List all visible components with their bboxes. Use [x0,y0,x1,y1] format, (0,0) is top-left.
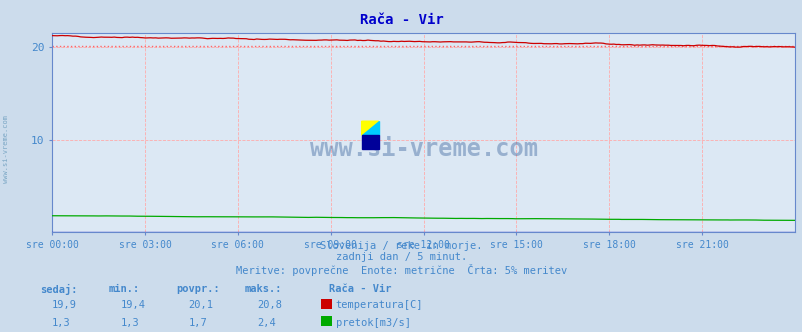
Polygon shape [361,121,379,135]
Text: sedaj:: sedaj: [40,284,78,295]
Text: pretok[m3/s]: pretok[m3/s] [335,318,410,328]
Text: Rača - Vir: Rača - Vir [329,284,391,294]
Text: 20,1: 20,1 [188,300,213,310]
Text: Rača - Vir: Rača - Vir [359,13,443,27]
Text: www.si-vreme.com: www.si-vreme.com [310,137,537,161]
Text: 19,4: 19,4 [120,300,145,310]
Text: 1,3: 1,3 [52,318,71,328]
Text: 19,9: 19,9 [52,300,77,310]
Text: temperatura[C]: temperatura[C] [335,300,423,310]
Text: povpr.:: povpr.: [176,284,220,294]
Text: 2,4: 2,4 [257,318,275,328]
Polygon shape [361,121,379,135]
Text: www.si-vreme.com: www.si-vreme.com [3,116,10,183]
Text: maks.:: maks.: [245,284,282,294]
Text: 1,3: 1,3 [120,318,139,328]
Text: Slovenija / reke in morje.: Slovenija / reke in morje. [320,241,482,251]
Text: 20,8: 20,8 [257,300,282,310]
Text: zadnji dan / 5 minut.: zadnji dan / 5 minut. [335,252,467,262]
Text: Meritve: povprečne  Enote: metrične  Črta: 5% meritev: Meritve: povprečne Enote: metrične Črta:… [236,264,566,276]
Text: 1,7: 1,7 [188,318,207,328]
Text: min.:: min.: [108,284,140,294]
Bar [361,135,379,149]
